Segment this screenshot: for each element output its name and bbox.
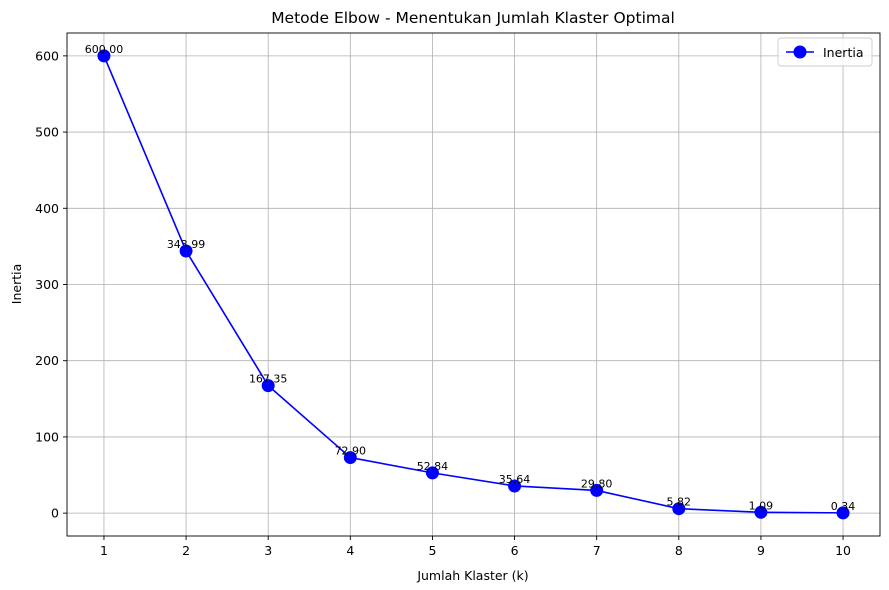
data-label: 1.09 — [749, 499, 774, 512]
data-point — [425, 466, 439, 480]
data-point — [261, 379, 275, 393]
legend-marker-sample — [793, 45, 807, 59]
x-tick-label: 1 — [100, 543, 108, 558]
grid-lines — [67, 33, 880, 536]
data-point — [590, 483, 604, 497]
data-label: 167.35 — [249, 373, 288, 386]
x-tick-label: 4 — [346, 543, 354, 558]
x-tick-label: 7 — [593, 543, 601, 558]
x-tick-label: 2 — [182, 543, 190, 558]
x-tick-label: 10 — [835, 543, 851, 558]
data-label: 35.64 — [499, 473, 531, 486]
data-label: 0.34 — [831, 500, 856, 513]
x-axis-label: Jumlah Klaster (k) — [416, 568, 528, 583]
data-label: 29.80 — [581, 477, 613, 490]
data-point — [179, 244, 193, 258]
data-point — [672, 502, 686, 516]
data-labels: 600.00 343.99 167.35 72.90 52.84 35.64 29.80 5.… — [85, 43, 856, 513]
x-tick-label: 5 — [428, 543, 436, 558]
data-label: 52.84 — [417, 460, 449, 473]
y-tick-label: 300 — [35, 277, 59, 292]
legend-label-inertia: Inertia — [823, 45, 863, 60]
legend-box — [777, 37, 873, 67]
series-layer — [97, 49, 850, 520]
y-tick-label: 600 — [35, 48, 59, 63]
data-point — [508, 479, 522, 493]
data-label: 72.90 — [335, 445, 367, 458]
data-point — [754, 505, 768, 519]
data-point — [343, 451, 357, 465]
chart-title: Metode Elbow - Menentukan Jumlah Klaster… — [271, 9, 675, 27]
data-label: 343.99 — [167, 238, 206, 251]
legend: Inertia — [777, 37, 873, 67]
y-tick-label: 0 — [51, 506, 59, 521]
y-tick-label: 400 — [35, 201, 59, 216]
y-tick-label: 500 — [35, 125, 59, 140]
x-tick-label: 6 — [511, 543, 519, 558]
y-tick-label: 200 — [35, 353, 59, 368]
y-axis-label: Inertia — [9, 264, 24, 304]
x-tick-label: 8 — [675, 543, 683, 558]
data-point — [97, 49, 111, 63]
data-label: 5.82 — [667, 496, 692, 509]
series-line-inertia — [103, 55, 844, 514]
x-tick-label: 3 — [264, 543, 272, 558]
x-tick-label: 9 — [757, 543, 765, 558]
data-point — [836, 506, 850, 520]
y-tick-label: 100 — [35, 429, 59, 444]
data-label: 600.00 — [85, 43, 124, 56]
